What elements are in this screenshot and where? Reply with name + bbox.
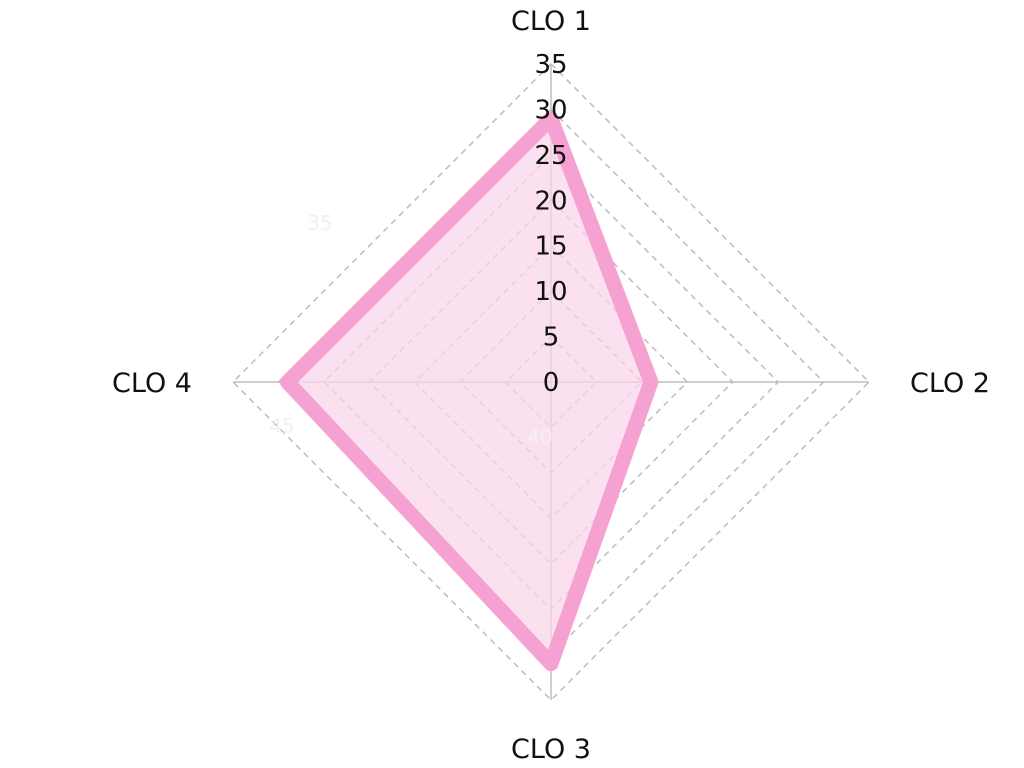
- series-area: [280, 111, 659, 672]
- axis-label-clo-1: CLO 1: [511, 6, 591, 37]
- grid-ring: [231, 62, 871, 702]
- series-layer: [280, 111, 659, 672]
- tick-label: 35: [534, 50, 567, 80]
- faint-label: 45: [269, 414, 294, 438]
- faint-label: 40: [527, 425, 552, 449]
- tick-label: 10: [534, 277, 567, 307]
- faint-label: 35: [307, 211, 332, 235]
- tick-label: 15: [534, 232, 567, 262]
- tick-label: 30: [534, 95, 567, 125]
- tick-label: 0: [543, 368, 560, 398]
- radial-tick-labels: 0 5 10 15 20 25 30 35: [534, 50, 567, 398]
- axis-label-clo-4: CLO 4: [112, 368, 192, 399]
- tick-label: 25: [534, 141, 567, 171]
- axis-label-clo-3: CLO 3: [511, 734, 591, 765]
- faint-label-layer: 35 45 40: [269, 211, 552, 449]
- tick-label: 5: [543, 323, 560, 353]
- axis-label-clo-2: CLO 2: [910, 368, 990, 399]
- tick-label: 20: [534, 186, 567, 216]
